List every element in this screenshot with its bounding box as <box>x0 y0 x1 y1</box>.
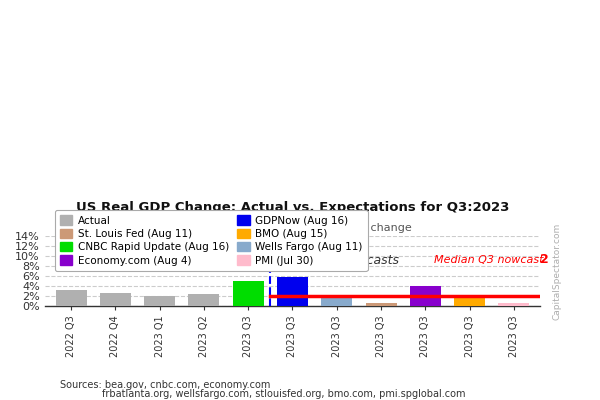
Text: CapitalSpectator.com: CapitalSpectator.com <box>553 223 562 320</box>
Text: Median Q3 nowcast:: Median Q3 nowcast: <box>434 255 547 265</box>
Text: seasonally adjusted annual rate of change: seasonally adjusted annual rate of chang… <box>173 223 412 233</box>
Bar <box>144 296 175 306</box>
Bar <box>233 281 264 306</box>
Bar <box>100 293 131 306</box>
Text: Sources: bea.gov, cnbc.com, economy.com: Sources: bea.gov, cnbc.com, economy.com <box>60 380 271 390</box>
Text: actual: actual <box>140 253 179 266</box>
Text: 2: 2 <box>541 253 549 266</box>
Bar <box>454 296 485 306</box>
Bar <box>410 286 441 306</box>
Legend: Actual, St. Louis Fed (Aug 11), CNBC Rapid Update (Aug 16), Economy.com (Aug 4),: Actual, St. Louis Fed (Aug 11), CNBC Rap… <box>55 210 368 271</box>
Bar <box>321 296 352 306</box>
Text: frbatlanta.org, wellsfargo.com, stlouisfed.org, bmo.com, pmi.spglobal.com: frbatlanta.org, wellsfargo.com, stlouisf… <box>102 389 466 399</box>
Bar <box>365 303 397 306</box>
Bar <box>188 294 220 306</box>
Bar <box>56 290 86 306</box>
Title: US Real GDP Change: Actual vs. Expectations for Q3:2023: US Real GDP Change: Actual vs. Expectati… <box>76 201 509 214</box>
Text: Q3 nowcasts: Q3 nowcasts <box>319 253 399 266</box>
Bar <box>277 277 308 306</box>
Bar <box>499 303 529 306</box>
